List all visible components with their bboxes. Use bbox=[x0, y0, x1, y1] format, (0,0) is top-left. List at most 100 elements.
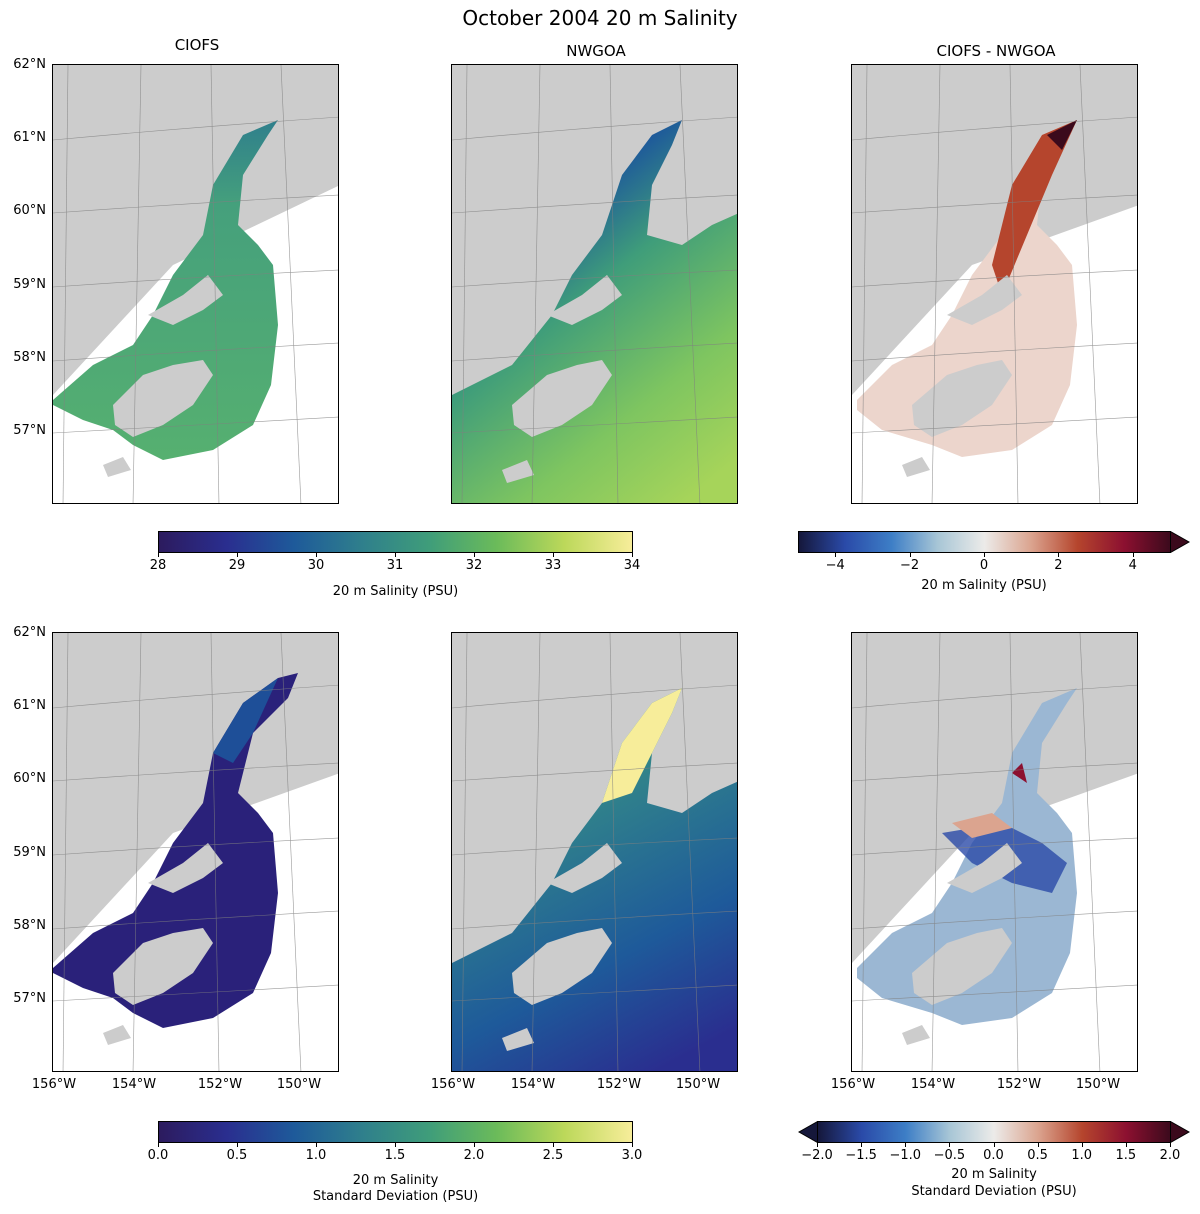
lon-label-154-a: 154°W bbox=[111, 1077, 157, 1092]
lon-label-150-b: 150°W bbox=[675, 1077, 721, 1092]
colorbar-std-tick-label: 1.5 bbox=[384, 1148, 406, 1163]
ciofs-domain bbox=[53, 120, 278, 460]
colorbar-std-diff-tick-mark bbox=[905, 1143, 907, 1147]
colorbar-std-diff-tick-mark bbox=[1125, 1143, 1127, 1147]
colorbar-std-diff-tick-mark bbox=[1037, 1143, 1039, 1147]
lat-label-57-b: 57°N bbox=[13, 991, 46, 1006]
lat-label-57: 57°N bbox=[13, 423, 46, 438]
lon-label-156-b: 156°W bbox=[430, 1077, 476, 1092]
colorbar-salinity-tick-label: 33 bbox=[544, 558, 562, 573]
colorbar-salinity-diff-tick-mark bbox=[909, 553, 911, 557]
colorbar-std bbox=[158, 1121, 633, 1143]
colorbar-salinity-tick-mark bbox=[237, 553, 238, 557]
colorbar-std-tick-label: 0.5 bbox=[226, 1148, 248, 1163]
ciofs-std-domain bbox=[53, 673, 298, 1028]
colorbar-std-diff-tick-label: −1.0 bbox=[889, 1148, 922, 1163]
lat-label-62-b: 62°N bbox=[13, 625, 46, 640]
colorbar-std-label-2: Standard Deviation (PSU) bbox=[312, 1189, 479, 1204]
colorbar-salinity-diff-tick-label: −2 bbox=[900, 558, 920, 573]
map-ciofs-std bbox=[52, 632, 339, 1072]
lon-label-150-c: 150°W bbox=[1075, 1077, 1121, 1092]
lat-label-59: 59°N bbox=[13, 277, 46, 292]
colorbar-std-tick-mark bbox=[237, 1143, 238, 1147]
colorbar-salinity-diff-tick-mark bbox=[835, 553, 837, 557]
colorbar-std-diff-tick-label: 1.5 bbox=[1115, 1148, 1137, 1163]
high-std-inlet bbox=[602, 688, 682, 803]
colorbar-salinity-tick-label: 29 bbox=[228, 558, 246, 573]
land-kodiak bbox=[113, 360, 213, 437]
lat-label-61-b: 61°N bbox=[13, 698, 46, 713]
lon-label-156-a: 156°W bbox=[31, 1077, 77, 1092]
colorbar-salinity-diff bbox=[798, 530, 1191, 554]
lat-label-62: 62°N bbox=[13, 57, 46, 72]
colorbar-std-tick-mark bbox=[632, 1143, 633, 1147]
colorbar-salinity-tick-mark bbox=[158, 553, 159, 557]
colorbar-std-tick-label: 2.0 bbox=[463, 1148, 485, 1163]
colorbar-salinity-diff-label: 20 m Salinity (PSU) bbox=[921, 578, 1047, 593]
colorbar-salinity-diff-tick-label: 2 bbox=[1054, 558, 1063, 573]
colorbar-salinity-tick-mark bbox=[553, 553, 554, 557]
colorbar-std-tick-label: 2.5 bbox=[542, 1148, 564, 1163]
colorbar-salinity-tick-label: 28 bbox=[149, 558, 167, 573]
colorbar-std-diff-tick-mark bbox=[1081, 1143, 1083, 1147]
panel-title-ciofs: CIOFS bbox=[174, 36, 220, 54]
colorbar-std-diff bbox=[797, 1120, 1191, 1144]
colorbar-salinity-diff-tick-label: 4 bbox=[1128, 558, 1137, 573]
lon-label-152-c: 152°W bbox=[996, 1077, 1042, 1092]
lon-label-150-a: 150°W bbox=[276, 1077, 322, 1092]
colorbar-std-label-1: 20 m Salinity bbox=[352, 1173, 439, 1188]
map-nwgoa-std bbox=[451, 632, 738, 1072]
colorbar-salinity-tick-label: 30 bbox=[307, 558, 325, 573]
map-ciofs-mean bbox=[52, 64, 339, 504]
colorbar-std-diff-tick-label: 1.0 bbox=[1071, 1148, 1093, 1163]
colorbar-salinity-tick-label: 34 bbox=[623, 558, 641, 573]
colorbar-std-diff-label-2: Standard Deviation (PSU) bbox=[911, 1184, 1077, 1199]
lon-label-156-c: 156°W bbox=[830, 1077, 876, 1092]
colorbar-std-tick-mark bbox=[316, 1143, 317, 1147]
lat-label-60-b: 60°N bbox=[13, 771, 46, 786]
colorbar-std-diff-tick-mark bbox=[949, 1143, 951, 1147]
figure-title: October 2004 20 m Salinity bbox=[462, 6, 738, 30]
colorbar-std-tick-mark bbox=[395, 1143, 396, 1147]
colorbar-salinity-diff-tick-label: 0 bbox=[979, 558, 989, 573]
land-shuyak bbox=[502, 460, 534, 483]
lon-label-152-b: 152°W bbox=[596, 1077, 642, 1092]
colorbar-std-diff-tick-label: 2.0 bbox=[1159, 1148, 1181, 1163]
colorbar-std-tick-label: 3.0 bbox=[621, 1148, 643, 1163]
colorbar-salinity-diff-tick-mark bbox=[984, 553, 985, 557]
colorbar-std-tick-label: 0.0 bbox=[147, 1148, 169, 1163]
land-kodiak bbox=[512, 360, 612, 437]
colorbar-salinity-diff-tick-mark bbox=[1058, 553, 1060, 557]
land-shuyak bbox=[103, 457, 131, 477]
panel-title-diff: CIOFS - NWGOA bbox=[936, 42, 1056, 60]
lat-label-58: 58°N bbox=[13, 350, 46, 365]
colorbar-std-diff-tick-label: 0.0 bbox=[983, 1148, 1004, 1163]
colorbar-salinity bbox=[158, 531, 633, 553]
colorbar-std-diff-tick-label: −2.0 bbox=[801, 1148, 833, 1163]
lon-label-154-c: 154°W bbox=[910, 1077, 956, 1092]
colorbar-std-diff-tick-mark bbox=[817, 1143, 818, 1147]
land-peninsula bbox=[547, 275, 622, 325]
colorbar-salinity-tick-mark bbox=[632, 553, 633, 557]
panel-title-nwgoa: NWGOA bbox=[566, 42, 626, 60]
colorbar-salinity-tick-mark bbox=[395, 553, 396, 557]
colorbar-salinity-diff-tick-mark bbox=[1132, 553, 1134, 557]
lat-label-60: 60°N bbox=[13, 203, 46, 218]
colorbar-std-diff-tick-mark bbox=[1170, 1143, 1171, 1147]
colorbar-std-tick-mark bbox=[158, 1143, 159, 1147]
lat-label-61: 61°N bbox=[13, 130, 46, 145]
colorbar-std-diff-tick-label: 0.5 bbox=[1027, 1148, 1048, 1163]
colorbar-std-diff-label-1: 20 m Salinity bbox=[951, 1167, 1037, 1182]
map-diff-mean bbox=[851, 64, 1138, 504]
colorbar-salinity-tick-label: 31 bbox=[386, 558, 404, 573]
lon-label-152-a: 152°W bbox=[197, 1077, 243, 1092]
colorbar-salinity-tick-mark bbox=[474, 553, 475, 557]
lon-label-154-b: 154°W bbox=[510, 1077, 556, 1092]
lat-label-59-b: 59°N bbox=[13, 845, 46, 860]
colorbar-std-diff-tick-label: −0.5 bbox=[933, 1148, 966, 1163]
map-std-diff bbox=[851, 632, 1138, 1072]
colorbar-salinity-diff-tick-label: −4 bbox=[825, 558, 845, 573]
colorbar-salinity-tick-mark bbox=[316, 553, 317, 557]
colorbar-std-tick-mark bbox=[474, 1143, 475, 1147]
colorbar-std-diff-tick-mark bbox=[861, 1143, 863, 1147]
